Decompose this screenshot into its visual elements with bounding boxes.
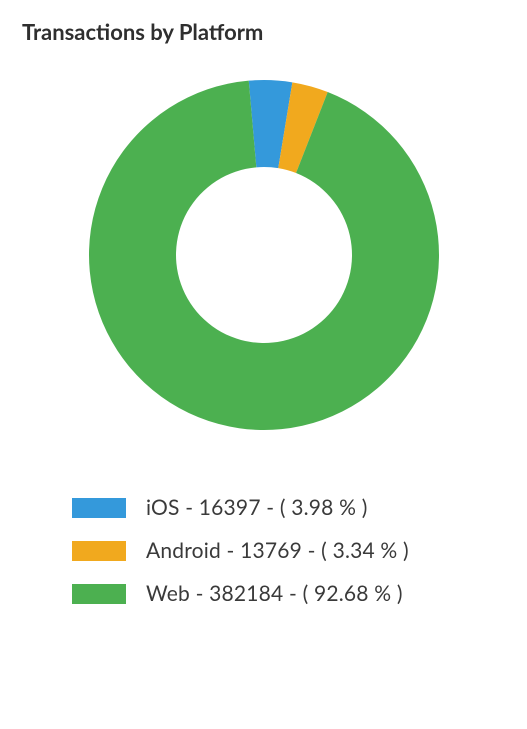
donut-chart-area xyxy=(22,65,505,445)
donut-chart-svg xyxy=(74,65,454,445)
legend-item-web: Web - 382184 - ( 92.68 % ) xyxy=(72,581,505,606)
legend-swatch-ios xyxy=(72,498,126,518)
legend-label-web: Web - 382184 - ( 92.68 % ) xyxy=(146,581,403,606)
chart-title: Transactions by Platform xyxy=(22,18,505,45)
legend-item-ios: iOS - 16397 - ( 3.98 % ) xyxy=(72,495,505,520)
legend-label-ios: iOS - 16397 - ( 3.98 % ) xyxy=(146,495,368,520)
legend-label-android: Android - 13769 - ( 3.34 % ) xyxy=(146,538,409,563)
legend-item-android: Android - 13769 - ( 3.34 % ) xyxy=(72,538,505,563)
legend: iOS - 16397 - ( 3.98 % ) Android - 13769… xyxy=(22,495,505,606)
legend-swatch-android xyxy=(72,541,126,561)
legend-swatch-web xyxy=(72,584,126,604)
